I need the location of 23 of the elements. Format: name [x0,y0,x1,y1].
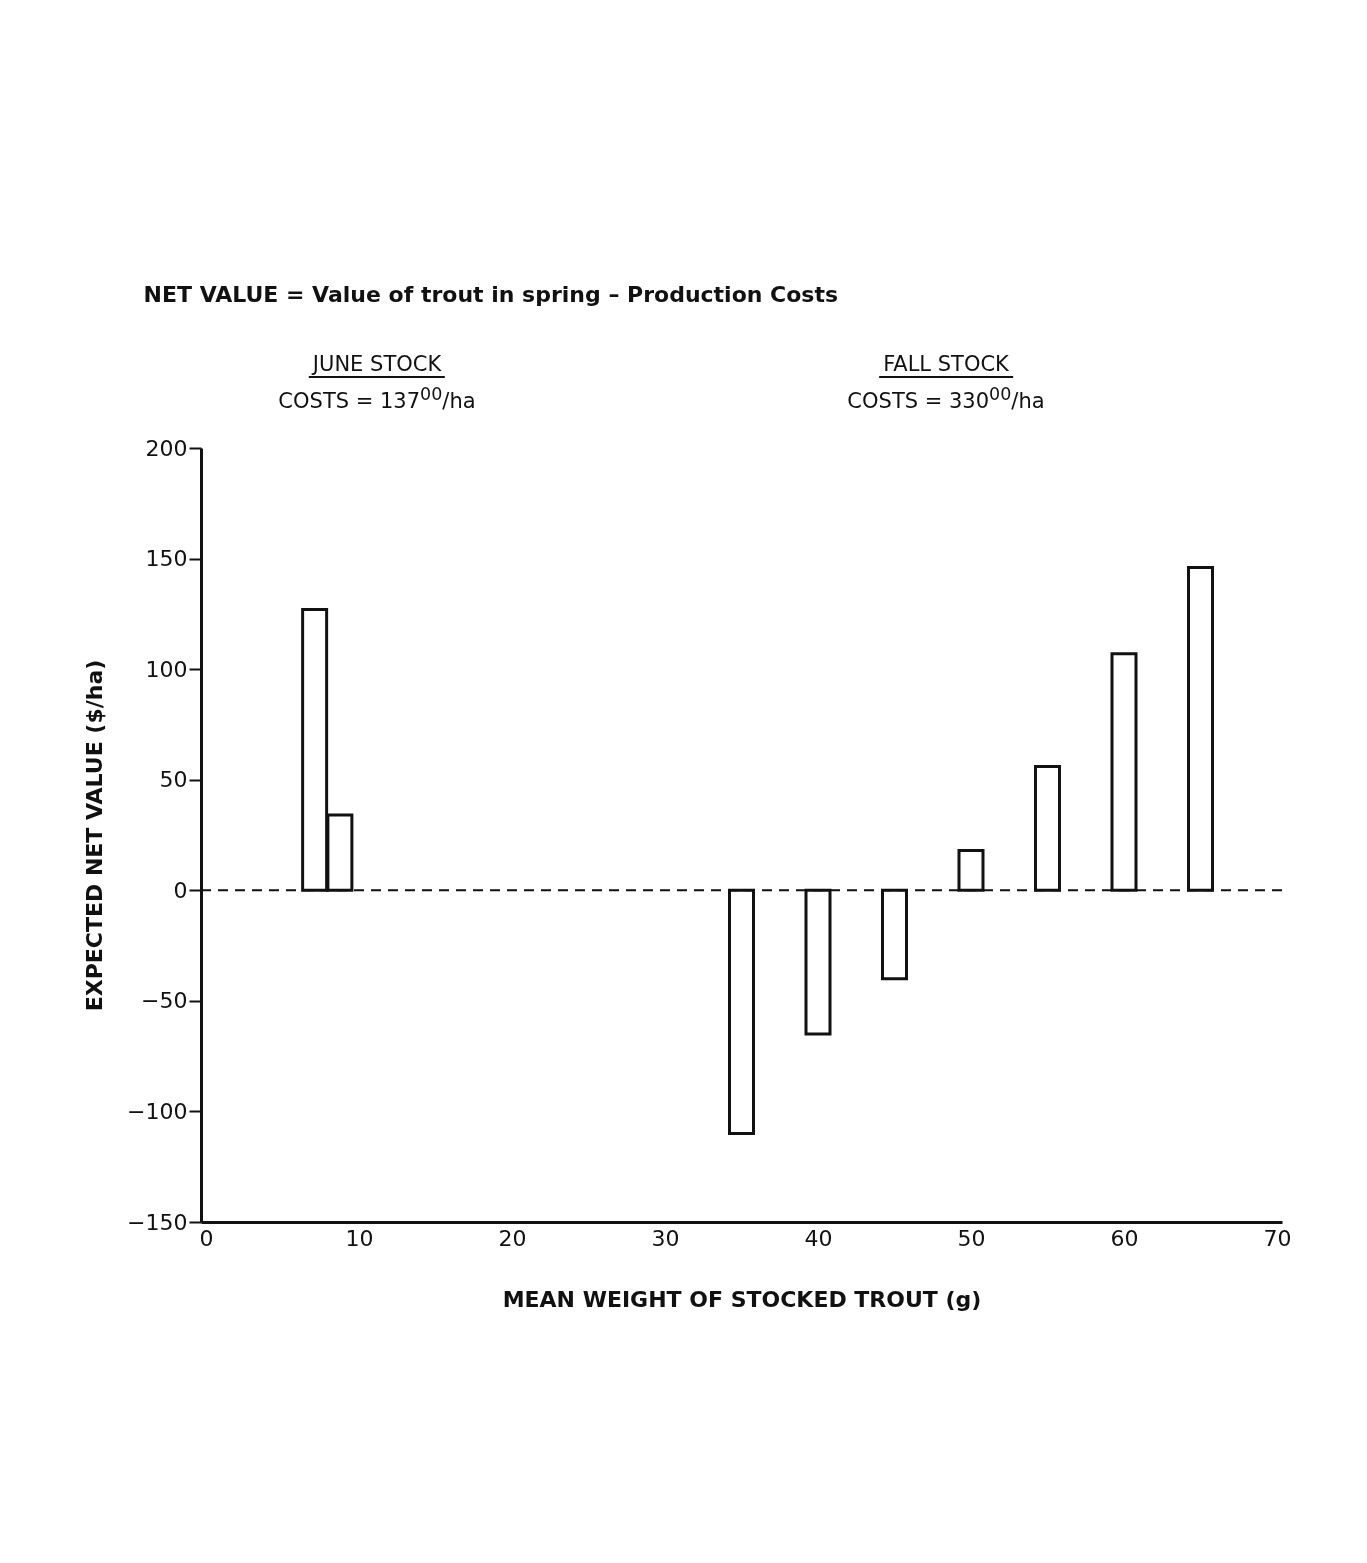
y-tick-label: −100 [127,1098,188,1124]
x-tick-label: 0 [199,1225,214,1251]
y-tick-label: 200 [145,435,188,461]
y-tick-label: 100 [145,656,188,682]
text: COSTS = 330$^{00}$/ha [847,384,1045,413]
x-tick-label: 40 [804,1225,833,1251]
y-tick-label: −150 [127,1209,188,1235]
x-tick-label: 70 [1263,1225,1292,1251]
chart-title: NET VALUE = Value of trout in spring – Production Costs [143,282,839,307]
x-tick-label: 10 [345,1225,374,1251]
y-axis-title: EXPECTED NET VALUE ($/ha) [82,659,108,1012]
y-tick-label: 150 [145,546,188,572]
y-tick-label: 50 [159,767,188,793]
x-tick-label: 60 [1110,1225,1139,1251]
x-tick-label: 50 [957,1225,986,1251]
x-tick-label: 30 [651,1225,680,1251]
text: COSTS = 137$^{00}$/ha [278,384,476,413]
y-tick-label: 0 [173,877,188,903]
x-axis-title: MEAN WEIGHT OF STOCKED TROUT (g) [502,1286,982,1312]
x-tick-label: 20 [498,1225,527,1251]
text: FALL STOCK [879,352,1013,378]
text: JUNE STOCK [308,352,446,378]
y-tick-label: −50 [141,988,188,1014]
